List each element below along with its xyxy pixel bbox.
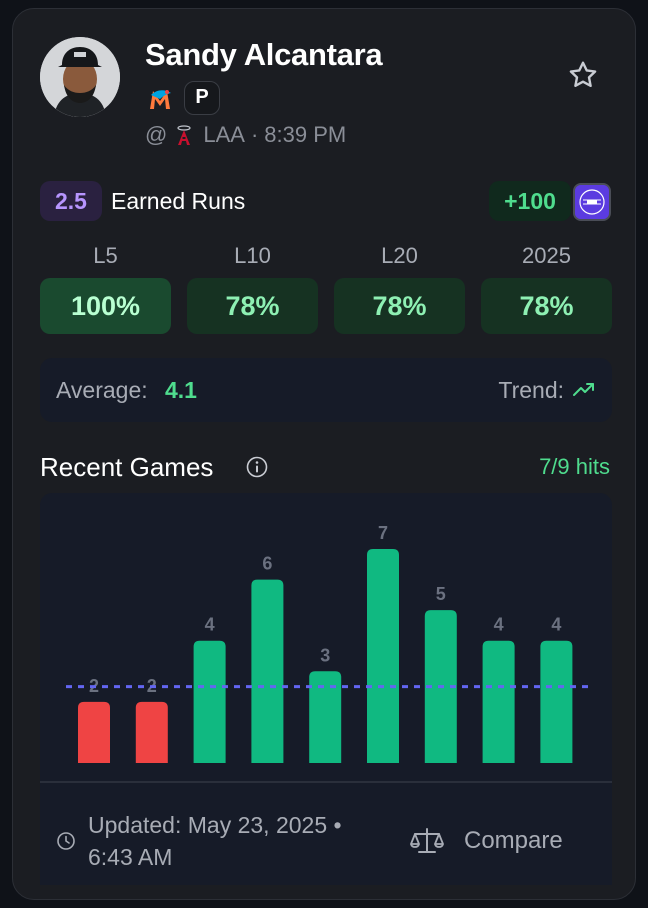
bar-value-label: 4 (205, 615, 215, 635)
game-bar[interactable] (135, 701, 168, 763)
game-bar[interactable] (540, 640, 573, 763)
bar-value-label: 5 (436, 584, 446, 604)
odds-button[interactable]: +100 (489, 181, 571, 221)
split-value: 78% (334, 278, 465, 334)
split-label: L20 (381, 243, 418, 268)
chart-divider (40, 781, 612, 783)
separator-dot: · (250, 122, 259, 147)
prop-stat-label: Earned Runs (111, 188, 246, 214)
split-label: L10 (234, 243, 271, 268)
split-l5[interactable]: L5 100% (40, 241, 171, 334)
compare-label: Compare (464, 827, 563, 854)
game-bar[interactable] (482, 640, 515, 763)
prop-line-badge: 2.5 (40, 181, 102, 221)
opponent-team: LAA (203, 122, 245, 147)
info-icon[interactable] (245, 455, 269, 479)
split-value: 100% (40, 278, 171, 334)
split-l10[interactable]: L10 78% (187, 241, 318, 334)
bar-value-label: 7 (378, 523, 388, 543)
split-value: 78% (187, 278, 318, 334)
bar-chart: 224637544 (66, 523, 588, 763)
player-prop-card: Sandy Alcantara P @ LAA · 8:39 PM 2.5 Ea… (12, 8, 636, 900)
bar-value-label: 4 (494, 615, 504, 635)
game-bar[interactable] (78, 701, 110, 763)
game-bar[interactable] (193, 640, 226, 763)
recent-games-chart: 224637544 Updated: May 23, 2025 • 6:43 A… (40, 493, 612, 885)
hard-rock-bet-logo-icon[interactable] (573, 183, 611, 221)
favorite-star-icon[interactable] (567, 59, 599, 91)
clock-icon (56, 831, 76, 851)
game-bar[interactable] (251, 579, 284, 763)
at-symbol: @ (145, 122, 168, 147)
matchup-info: @ LAA · 8:39 PM (145, 121, 346, 149)
marlins-logo-icon (147, 85, 173, 113)
angels-logo-icon (175, 124, 193, 146)
split-season[interactable]: 2025 78% (481, 241, 612, 334)
game-time: 8:39 PM (264, 122, 347, 147)
game-bar[interactable] (309, 671, 342, 763)
recent-games-title: Recent Games (40, 452, 214, 482)
bar-value-label: 6 (262, 554, 272, 574)
updated-timestamp: Updated: May 23, 2025 • 6:43 AM (88, 812, 342, 870)
compare-button[interactable]: Compare (410, 815, 600, 867)
game-bar[interactable] (367, 549, 399, 763)
scale-icon (410, 828, 444, 853)
split-label: L5 (93, 243, 118, 268)
bar-value-label: 4 (551, 615, 561, 635)
summary-panel: Average: 4.1 Trend: (40, 358, 612, 422)
trend-label: Trend: (498, 377, 564, 403)
average-value: 4.1 (165, 377, 197, 403)
position-badge: P (184, 81, 220, 115)
split-l20[interactable]: L20 78% (334, 241, 465, 334)
split-value: 78% (481, 278, 612, 334)
player-avatar (40, 37, 120, 117)
split-label: 2025 (522, 243, 571, 268)
player-name: Sandy Alcantara (145, 37, 383, 72)
average-label: Average: (56, 377, 148, 403)
bar-value-label: 3 (320, 645, 330, 665)
trending-up-icon (572, 380, 596, 400)
hits-summary: 7/9 hits (539, 454, 610, 479)
